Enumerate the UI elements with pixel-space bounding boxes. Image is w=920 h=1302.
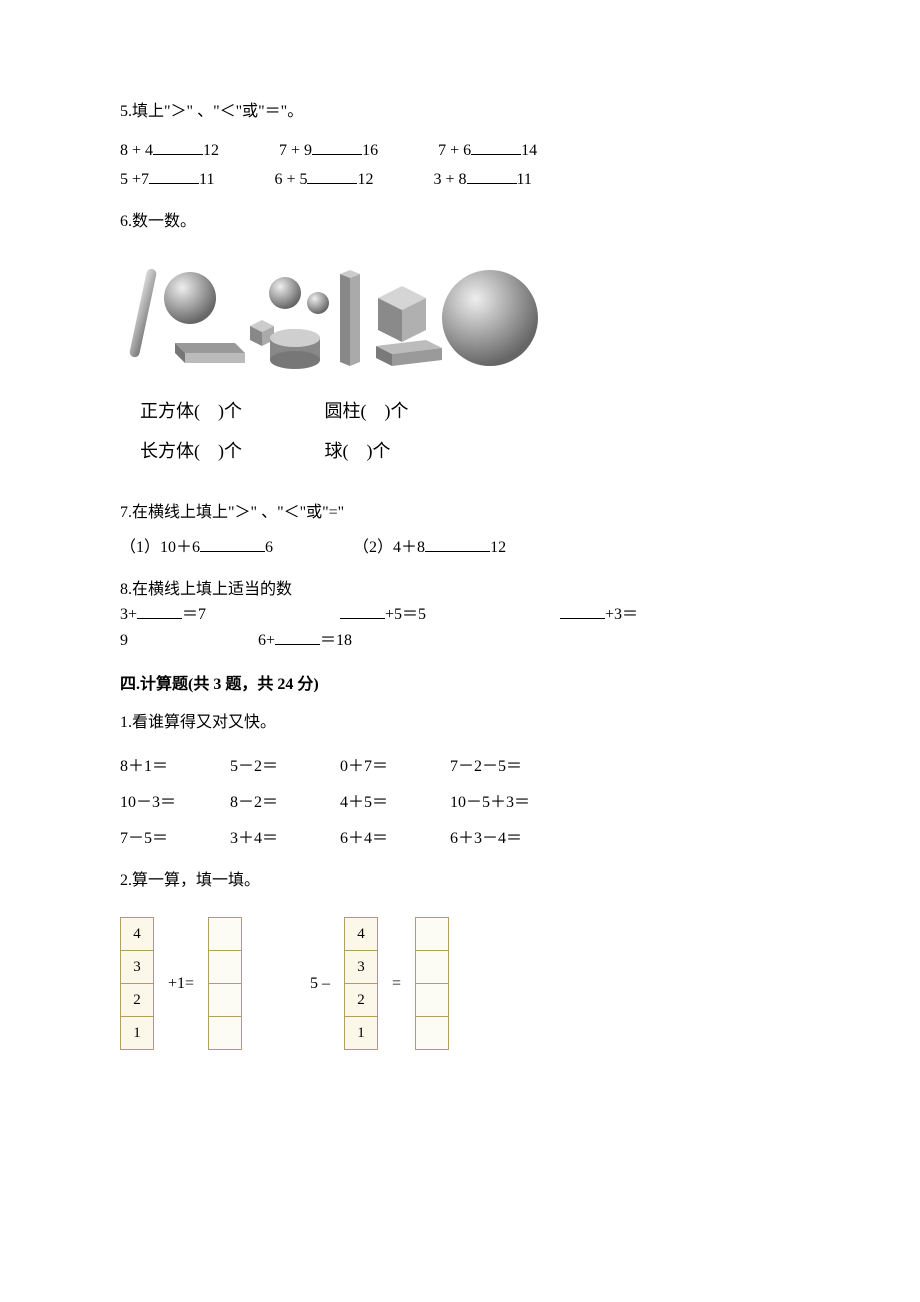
cell: 4 [345, 918, 378, 951]
s4q1-row1: 8＋1＝ 5－2＝ 0＋7＝ 7－2－5＝ [120, 755, 800, 779]
q5-r2c1: 5 +711 [120, 167, 214, 192]
blank[interactable] [340, 602, 385, 619]
shapes-figure [120, 248, 800, 386]
calc-cell: 10－5＋3＝ [450, 791, 590, 815]
blank[interactable] [275, 628, 320, 645]
q5-row2: 5 +711 6 + 512 3 + 811 [120, 167, 800, 192]
calc-cell: 0＋7＝ [340, 755, 450, 779]
section4-title: 四.计算题(共 3 题，共 24 分) [120, 673, 800, 697]
s4q1-prompt: 1.看谁算得又对又快。 [120, 711, 800, 735]
blank[interactable] [471, 138, 521, 155]
blank-cell[interactable] [209, 1017, 242, 1050]
calc-cell: 8＋1＝ [120, 755, 230, 779]
q5-prompt: 5.填上"＞" 、"＜"或"＝"。 [120, 100, 800, 124]
calc-cell: 4＋5＝ [340, 791, 450, 815]
q8-grid: 3+＝7 +5＝5 +3＝ 96+＝18 [120, 602, 800, 653]
blank[interactable] [137, 602, 182, 619]
q6-prompt: 6.数一数。 [120, 210, 800, 234]
right-output-col [415, 917, 449, 1050]
right-pre: 5 – [310, 972, 330, 996]
cell: 3 [121, 951, 154, 984]
q5: 5.填上"＞" 、"＜"或"＝"。 8 + 412 7 + 916 7 + 61… [120, 100, 800, 192]
blank[interactable] [312, 138, 362, 155]
blank-cell[interactable] [416, 984, 449, 1017]
q5-r2c3: 3 + 811 [433, 167, 531, 192]
q8-c1: 3+＝7 [120, 602, 340, 628]
q8-prompt: 8.在横线上填上适当的数 [120, 578, 800, 602]
calc-cell: 8－2＝ [230, 791, 340, 815]
q7: 7.在横线上填上"＞" 、"＜"或"=" （1）10＋66 （2）4＋812 [120, 501, 800, 560]
blank-cell[interactable] [416, 1017, 449, 1050]
left-input-col: 4 3 2 1 [120, 917, 154, 1050]
s4q1: 1.看谁算得又对又快。 8＋1＝ 5－2＝ 0＋7＝ 7－2－5＝ 10－3＝ … [120, 711, 800, 851]
q7-row: （1）10＋66 （2）4＋812 [120, 535, 800, 560]
calc-cell: 7－2－5＝ [450, 755, 590, 779]
q7-prompt: 7.在横线上填上"＞" 、"＜"或"=" [120, 501, 800, 525]
q8-c3: +3＝ [560, 602, 780, 628]
label-cube: 正方体( )个 [140, 392, 320, 432]
q8-c2: +5＝5 [340, 602, 560, 628]
calc-cell: 6＋3－4＝ [450, 827, 590, 851]
blank[interactable] [153, 138, 203, 155]
label-cylinder: 圆柱( )个 [325, 392, 505, 432]
label-sphere: 球( )个 [325, 432, 505, 472]
blank[interactable] [307, 167, 357, 184]
blank[interactable] [467, 167, 517, 184]
q7-item2: （2）4＋812 [353, 535, 506, 560]
q7-item1: （1）10＋66 [120, 535, 273, 560]
left-op: +1= [168, 972, 194, 996]
right-op: = [392, 972, 401, 996]
cell: 1 [121, 1017, 154, 1050]
q8-c3b: 96+＝18 [120, 628, 800, 654]
cell: 1 [345, 1017, 378, 1050]
calc-cell: 10－3＝ [120, 791, 230, 815]
s4q1-row2: 10－3＝ 8－2＝ 4＋5＝ 10－5＋3＝ [120, 791, 800, 815]
cell: 2 [121, 984, 154, 1017]
s4q2-prompt: 2.算一算，填一填。 [120, 869, 800, 893]
blank[interactable] [560, 602, 605, 619]
calc-cell: 6＋4＝ [340, 827, 450, 851]
cell: 4 [121, 918, 154, 951]
left-output-col [208, 917, 242, 1050]
blank-cell[interactable] [209, 951, 242, 984]
blank[interactable] [200, 535, 265, 552]
cell: 3 [345, 951, 378, 984]
s4q2: 2.算一算，填一填。 4 3 2 1 +1= 5 – 4 3 2 1 = [120, 869, 800, 1050]
cell: 2 [345, 984, 378, 1017]
fill-tables: 4 3 2 1 +1= 5 – 4 3 2 1 = [120, 917, 800, 1050]
calc-cell: 7－5＝ [120, 827, 230, 851]
calc-cell: 3＋4＝ [230, 827, 340, 851]
s4q1-row3: 7－5＝ 3＋4＝ 6＋4＝ 6＋3－4＝ [120, 827, 800, 851]
q5-r1c3: 7 + 614 [438, 138, 537, 163]
blank[interactable] [149, 167, 199, 184]
blank-cell[interactable] [416, 918, 449, 951]
q5-row1: 8 + 412 7 + 916 7 + 614 [120, 138, 800, 163]
right-input-col: 4 3 2 1 [344, 917, 378, 1050]
q6: 6.数一数。 [120, 210, 800, 471]
blank-cell[interactable] [416, 951, 449, 984]
label-cuboid: 长方体( )个 [140, 432, 320, 472]
blank[interactable] [425, 535, 490, 552]
q5-r1c2: 7 + 916 [279, 138, 378, 163]
q5-r2c2: 6 + 512 [274, 167, 373, 192]
blank-cell[interactable] [209, 918, 242, 951]
q8: 8.在横线上填上适当的数 3+＝7 +5＝5 +3＝ 96+＝18 [120, 578, 800, 653]
blank-cell[interactable] [209, 984, 242, 1017]
shape-labels: 正方体( )个 圆柱( )个 长方体( )个 球( )个 [140, 392, 800, 471]
q5-r1c1: 8 + 412 [120, 138, 219, 163]
calc-cell: 5－2＝ [230, 755, 340, 779]
